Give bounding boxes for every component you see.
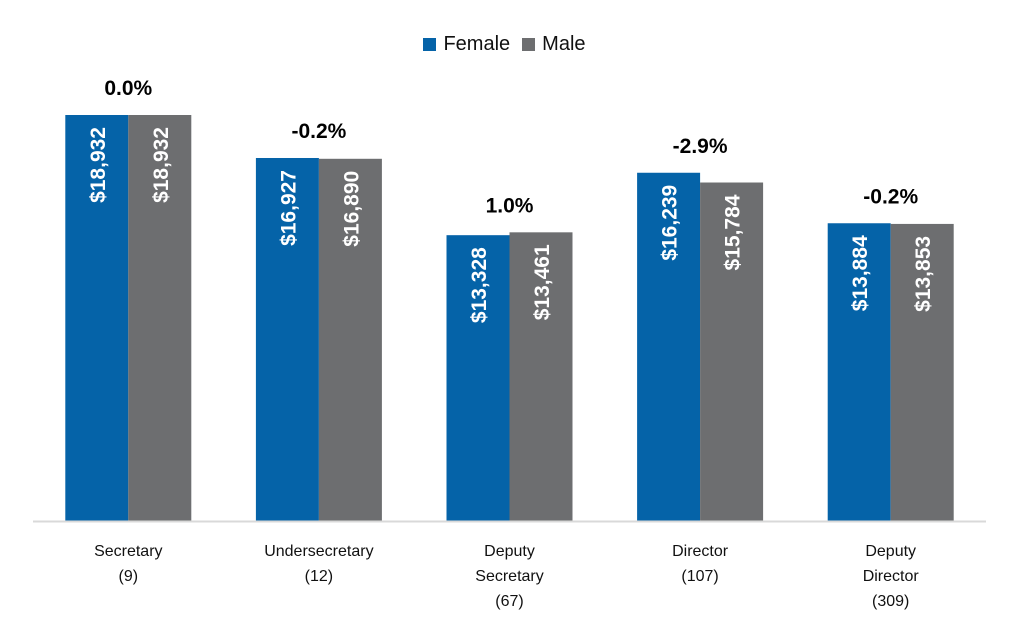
category-label-4-line-1: Director — [863, 568, 920, 585]
chart-legend: Female Male — [0, 33, 1009, 56]
gap-annotation-0: 0.0% — [104, 77, 152, 100]
category-label-3-line-0: Director — [672, 543, 729, 560]
value-label-male-0: $18,932 — [150, 127, 173, 203]
legend-item-female: Female — [423, 33, 510, 56]
bar-female-2 — [446, 235, 510, 521]
category-label-4-line-0: Deputy — [865, 543, 916, 560]
category-label-0-line-0: Secretary — [94, 543, 162, 560]
legend-swatch-female — [423, 38, 437, 51]
value-label-male-1: $16,890 — [340, 171, 363, 247]
legend-swatch-male — [522, 38, 536, 51]
bar-male-4 — [890, 223, 954, 521]
bar-male-1 — [318, 158, 382, 521]
bar-female-1 — [255, 157, 319, 522]
gap-annotation-3: -2.9% — [673, 135, 728, 158]
legend-label-female: Female — [443, 33, 511, 55]
value-label-female-2: $13,328 — [468, 247, 491, 323]
value-label-female-0: $18,932 — [87, 127, 110, 203]
gap-annotation-2: 1.0% — [486, 194, 534, 217]
category-label-2-line-0: Deputy — [484, 543, 535, 560]
bar-male-0 — [128, 115, 192, 521]
value-label-male-2: $13,461 — [531, 244, 554, 320]
bar-male-3 — [700, 182, 764, 521]
value-label-female-1: $16,927 — [277, 170, 300, 246]
value-label-female-4: $13,884 — [849, 235, 872, 311]
category-label-4-line-2: (309) — [872, 593, 909, 610]
gap-annotation-4: -0.2% — [863, 185, 918, 208]
category-label-0-line-1: (9) — [119, 568, 139, 585]
category-label-3-line-1: (107) — [681, 568, 718, 585]
value-label-male-4: $13,853 — [912, 236, 935, 312]
value-label-female-3: $16,239 — [659, 185, 682, 261]
value-label-male-3: $15,784 — [722, 194, 745, 270]
legend-label-male: Male — [542, 33, 586, 55]
bar-female-0 — [65, 115, 129, 521]
bar-male-2 — [509, 232, 573, 521]
category-label-2-line-1: Secretary — [475, 568, 543, 585]
category-label-1-line-0: Undersecretary — [264, 543, 373, 560]
category-label-2-line-2: (67) — [495, 593, 523, 610]
bar-female-4 — [827, 223, 891, 521]
gap-annotation-1: -0.2% — [291, 120, 346, 143]
bar-female-3 — [637, 172, 701, 522]
category-label-1-line-1: (12) — [305, 568, 333, 585]
legend-item-male: Male — [522, 33, 586, 56]
